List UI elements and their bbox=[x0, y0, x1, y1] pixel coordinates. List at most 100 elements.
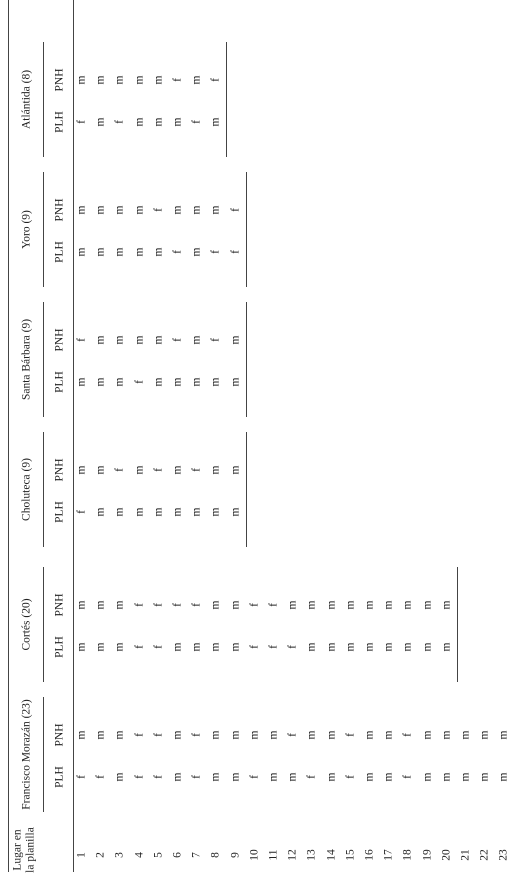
cell: m bbox=[152, 247, 165, 257]
cell: m bbox=[402, 600, 415, 610]
cell: m bbox=[248, 730, 261, 740]
cell: m bbox=[229, 772, 242, 782]
cell: f bbox=[133, 775, 146, 779]
row-number: 14 bbox=[325, 849, 338, 861]
cell: m bbox=[210, 377, 223, 387]
cell: m bbox=[421, 772, 434, 782]
row-number: 8 bbox=[210, 852, 223, 858]
cell: m bbox=[152, 75, 165, 85]
cell: f bbox=[75, 775, 88, 779]
cell: f bbox=[75, 338, 88, 342]
cell: m bbox=[171, 465, 184, 475]
row-number: 15 bbox=[344, 849, 357, 861]
row-number: 2 bbox=[94, 852, 107, 858]
cell: m bbox=[363, 600, 376, 610]
department-rule bbox=[43, 567, 44, 682]
cell: m bbox=[229, 730, 242, 740]
cell: m bbox=[190, 507, 203, 517]
cell: m bbox=[94, 507, 107, 517]
cell: f bbox=[171, 250, 184, 254]
department-header: Cortés (20) bbox=[20, 598, 33, 651]
row-number: 20 bbox=[440, 849, 453, 861]
cell: m bbox=[75, 730, 88, 740]
cell: m bbox=[152, 335, 165, 345]
cell: f bbox=[210, 338, 223, 342]
cell: m bbox=[421, 600, 434, 610]
cell: m bbox=[171, 377, 184, 387]
cell: m bbox=[114, 507, 127, 517]
cell: f bbox=[344, 733, 357, 737]
column-header: PLH bbox=[53, 371, 66, 393]
row-number: 6 bbox=[171, 852, 184, 858]
cell: m bbox=[133, 465, 146, 475]
column-header: PNH bbox=[53, 328, 66, 352]
row-number: 16 bbox=[363, 849, 376, 861]
top-rule bbox=[8, 0, 9, 872]
column-header: PLH bbox=[53, 111, 66, 133]
column-header: PNH bbox=[53, 723, 66, 747]
cell: f bbox=[133, 645, 146, 649]
column-header: PNH bbox=[53, 593, 66, 617]
cell: m bbox=[421, 642, 434, 652]
cell: f bbox=[306, 775, 319, 779]
column-header: PNH bbox=[53, 68, 66, 92]
cell: m bbox=[190, 75, 203, 85]
group-bottom-rule bbox=[226, 42, 228, 157]
cell: f bbox=[190, 603, 203, 607]
cell: m bbox=[75, 247, 88, 257]
cell: m bbox=[229, 335, 242, 345]
cell: f bbox=[133, 603, 146, 607]
row-number: 1 bbox=[75, 852, 88, 858]
cell: f bbox=[344, 775, 357, 779]
cell: m bbox=[440, 772, 453, 782]
cell: m bbox=[94, 335, 107, 345]
cell: m bbox=[171, 205, 184, 215]
cell: f bbox=[248, 645, 261, 649]
cell: m bbox=[75, 465, 88, 475]
cell: m bbox=[190, 377, 203, 387]
cell: m bbox=[171, 117, 184, 127]
group-bottom-rule bbox=[245, 432, 247, 547]
cell: f bbox=[171, 78, 184, 82]
column-header: PLH bbox=[53, 501, 66, 523]
cell: m bbox=[133, 75, 146, 85]
cell: f bbox=[152, 208, 165, 212]
cell: f bbox=[133, 733, 146, 737]
cell: f bbox=[94, 775, 107, 779]
cell: m bbox=[382, 642, 395, 652]
cell: m bbox=[459, 772, 472, 782]
cell: m bbox=[133, 507, 146, 517]
group-bottom-rule bbox=[245, 172, 247, 287]
cell: m bbox=[210, 642, 223, 652]
cell: m bbox=[325, 730, 338, 740]
cell: m bbox=[114, 772, 127, 782]
cell: f bbox=[248, 775, 261, 779]
cell: m bbox=[210, 465, 223, 475]
cell: m bbox=[133, 205, 146, 215]
cell: m bbox=[267, 730, 280, 740]
cell: m bbox=[114, 642, 127, 652]
cell: m bbox=[478, 730, 491, 740]
cell: m bbox=[306, 642, 319, 652]
department-rule bbox=[43, 42, 44, 157]
cell: m bbox=[75, 600, 88, 610]
cell: f bbox=[75, 120, 88, 124]
cell: m bbox=[152, 117, 165, 127]
cell: f bbox=[152, 733, 165, 737]
group-bottom-rule bbox=[456, 567, 458, 682]
department-header: Atlántida (8) bbox=[20, 69, 33, 130]
cell: m bbox=[75, 205, 88, 215]
cell: f bbox=[402, 775, 415, 779]
cell: m bbox=[114, 600, 127, 610]
cell: f bbox=[133, 380, 146, 384]
cell: m bbox=[306, 730, 319, 740]
row-number: 3 bbox=[114, 852, 127, 858]
cell: f bbox=[267, 645, 280, 649]
cell: m bbox=[75, 75, 88, 85]
cell: m bbox=[210, 772, 223, 782]
cell: m bbox=[114, 377, 127, 387]
cell: f bbox=[75, 510, 88, 514]
group-bottom-rule bbox=[245, 302, 247, 417]
cell: f bbox=[248, 603, 261, 607]
